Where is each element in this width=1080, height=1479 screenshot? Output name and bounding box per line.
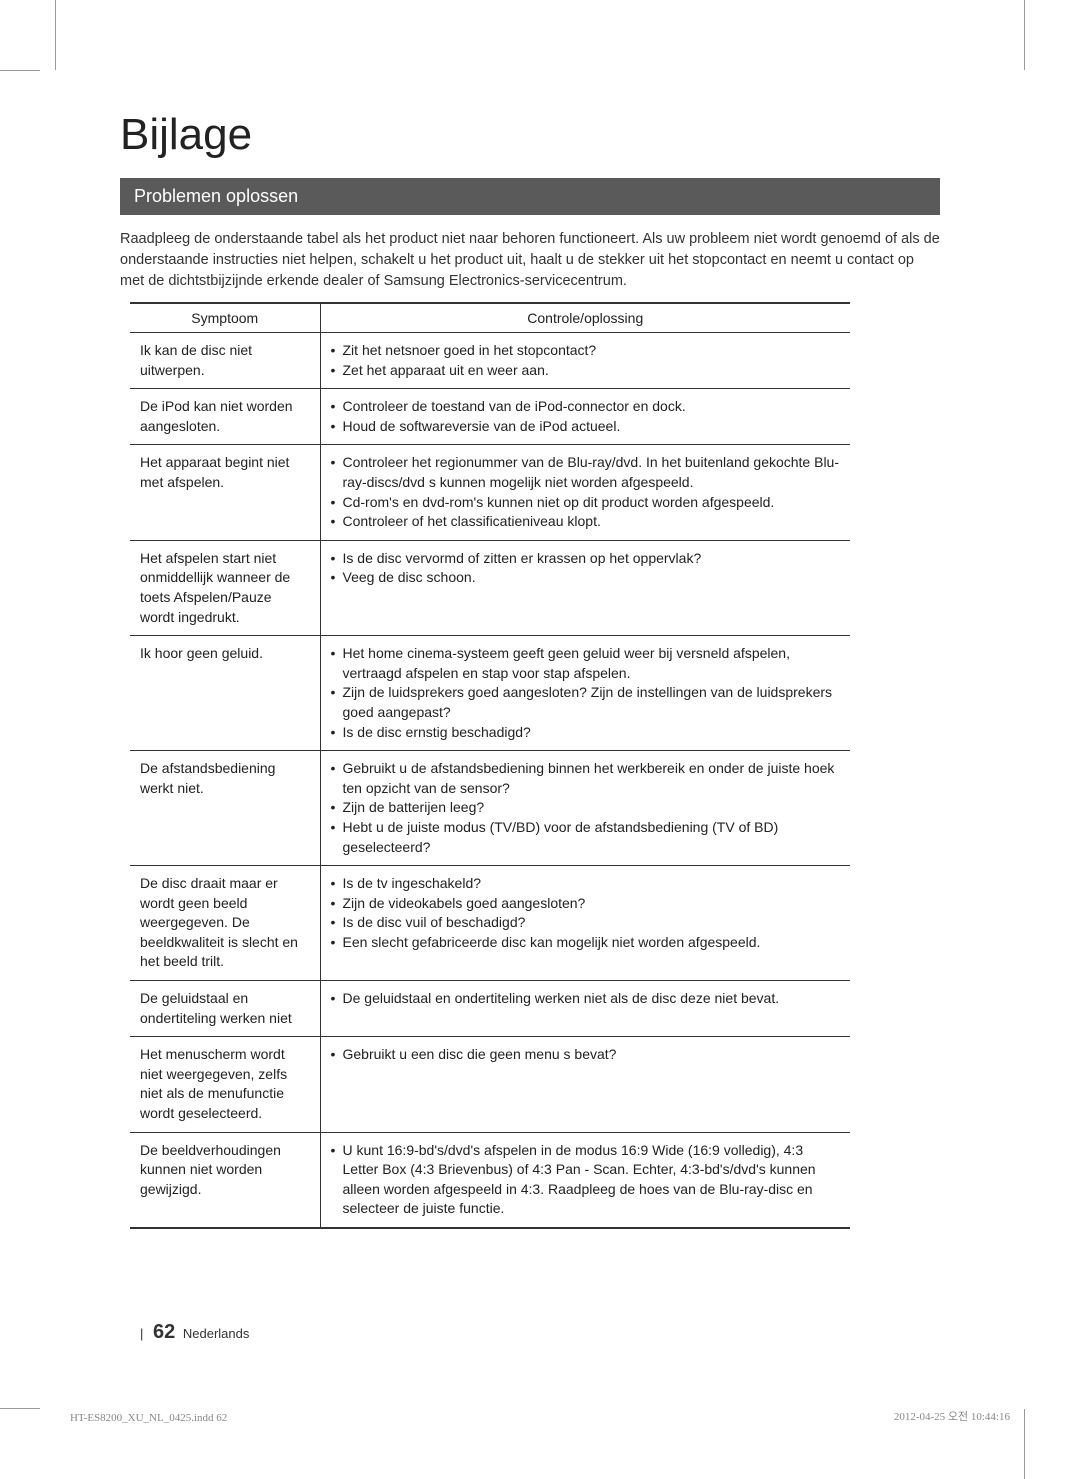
solution-item: Houd de softwareversie van de iPod actue… [331, 417, 841, 437]
solution-cell: Controleer het regionummer van de Blu-ra… [320, 445, 850, 540]
solution-item: Zijn de batterijen leeg? [331, 798, 841, 818]
solution-item: Gebruikt u een disc die geen menu s beva… [331, 1045, 841, 1065]
crop-mark [0, 70, 40, 71]
crop-mark [1024, 1409, 1025, 1479]
symptom-cell: Het menuscherm wordt niet weergegeven, z… [130, 1037, 320, 1132]
header-solution: Controle/oplossing [320, 303, 850, 333]
solution-item: Hebt u de juiste modus (TV/BD) voor de a… [331, 818, 841, 857]
table-row: Het menuscherm wordt niet weergegeven, z… [130, 1037, 850, 1132]
solution-cell: Is de tv ingeschakeld?Zijn de videokabel… [320, 866, 850, 981]
table-row: De iPod kan niet worden aangesloten. Cont… [130, 389, 850, 445]
section-heading: Problemen oplossen [120, 178, 940, 215]
solution-item: Is de disc vuil of beschadigd? [331, 913, 841, 933]
header-symptom: Symptoom [130, 303, 320, 333]
solution-item: Is de disc vervormd of zitten er krassen… [331, 549, 841, 569]
table-row: De afstandsbediening werkt niet. Gebruikt… [130, 751, 850, 866]
symptom-cell: Het afspelen start niet onmiddellijk wan… [130, 540, 320, 635]
meta-timestamp: 2012-04-25 오전 10:44:16 [894, 1408, 1010, 1424]
page-content: Bijlage Problemen oplossen Raadpleeg de … [120, 110, 940, 1229]
symptom-cell: Ik kan de disc niet uitwerpen. [130, 333, 320, 389]
table-row: Ik kan de disc niet uitwerpen. Zit het ne… [130, 333, 850, 389]
footer-language: Nederlands [183, 1326, 250, 1341]
table-header-row: Symptoom Controle/oplossing [130, 303, 850, 333]
solution-item: Zit het netsnoer goed in het stopcontact… [331, 341, 841, 361]
intro-paragraph: Raadpleeg de onderstaande tabel als het … [120, 229, 940, 292]
solution-item: Is de disc ernstig beschadigd? [331, 723, 841, 743]
page-title: Bijlage [120, 110, 940, 160]
solution-item: Controleer de toestand van de iPod-conne… [331, 397, 841, 417]
solution-cell: Zit het netsnoer goed in het stopcontact… [320, 333, 850, 389]
symptom-cell: De disc draait maar er wordt geen beeld … [130, 866, 320, 981]
solution-item: U kunt 16:9-bd's/dvd's afspelen in de mo… [331, 1141, 841, 1219]
crop-mark [1024, 0, 1025, 70]
page-footer: | 62 Nederlands [140, 1321, 249, 1344]
troubleshooting-table: Symptoom Controle/oplossing Ik kan de di… [130, 302, 850, 1229]
solution-item: Een slecht gefabriceerde disc kan mogeli… [331, 933, 841, 953]
crop-mark [55, 0, 56, 70]
symptom-cell: De afstandsbediening werkt niet. [130, 751, 320, 866]
meta-filename: HT-ES8200_XU_NL_0425.indd 62 [70, 1412, 227, 1424]
crop-mark [0, 1408, 40, 1409]
page-number: 62 [153, 1321, 175, 1343]
table-row: Het afspelen start niet onmiddellijk wan… [130, 540, 850, 635]
table-row: Het apparaat begint niet met afspelen. Co… [130, 445, 850, 540]
solution-cell: Gebruikt u een disc die geen menu s beva… [320, 1037, 850, 1132]
symptom-cell: De iPod kan niet worden aangesloten. [130, 389, 320, 445]
table-row: De disc draait maar er wordt geen beeld … [130, 866, 850, 981]
symptom-cell: Het apparaat begint niet met afspelen. [130, 445, 320, 540]
solution-item: Gebruikt u de afstandsbediening binnen h… [331, 759, 841, 798]
symptom-cell: Ik hoor geen geluid. [130, 636, 320, 751]
symptom-cell: De geluidstaal en ondertiteling werken n… [130, 981, 320, 1037]
solution-item: Veeg de disc schoon. [331, 568, 841, 588]
footer-bar: | [140, 1326, 143, 1341]
symptom-cell: De beeldverhoudingen kunnen niet worden … [130, 1132, 320, 1228]
solution-item: Zet het apparaat uit en weer aan. [331, 361, 841, 381]
solution-item: Is de tv ingeschakeld? [331, 874, 841, 894]
table-row: Ik hoor geen geluid. Het home cinema-syst… [130, 636, 850, 751]
solution-item: De geluidstaal en ondertiteling werken n… [331, 989, 841, 1009]
solution-cell: U kunt 16:9-bd's/dvd's afspelen in de mo… [320, 1132, 850, 1228]
solution-item: Zijn de videokabels goed aangesloten? [331, 894, 841, 914]
solution-item: Cd-rom's en dvd-rom's kunnen niet op dit… [331, 493, 841, 513]
solution-cell: Het home cinema-systeem geeft geen gelui… [320, 636, 850, 751]
solution-item: Controleer of het classificatieniveau kl… [331, 512, 841, 532]
table-row: De geluidstaal en ondertiteling werken n… [130, 981, 850, 1037]
solution-cell: Gebruikt u de afstandsbediening binnen h… [320, 751, 850, 866]
solution-cell: Is de disc vervormd of zitten er krassen… [320, 540, 850, 635]
solution-item: Controleer het regionummer van de Blu-ra… [331, 453, 841, 492]
solution-item: Zijn de luidsprekers goed aangesloten? Z… [331, 683, 841, 722]
solution-item: Het home cinema-systeem geeft geen gelui… [331, 644, 841, 683]
table-row: De beeldverhoudingen kunnen niet worden … [130, 1132, 850, 1228]
solution-cell: De geluidstaal en ondertiteling werken n… [320, 981, 850, 1037]
solution-cell: Controleer de toestand van de iPod-conne… [320, 389, 850, 445]
